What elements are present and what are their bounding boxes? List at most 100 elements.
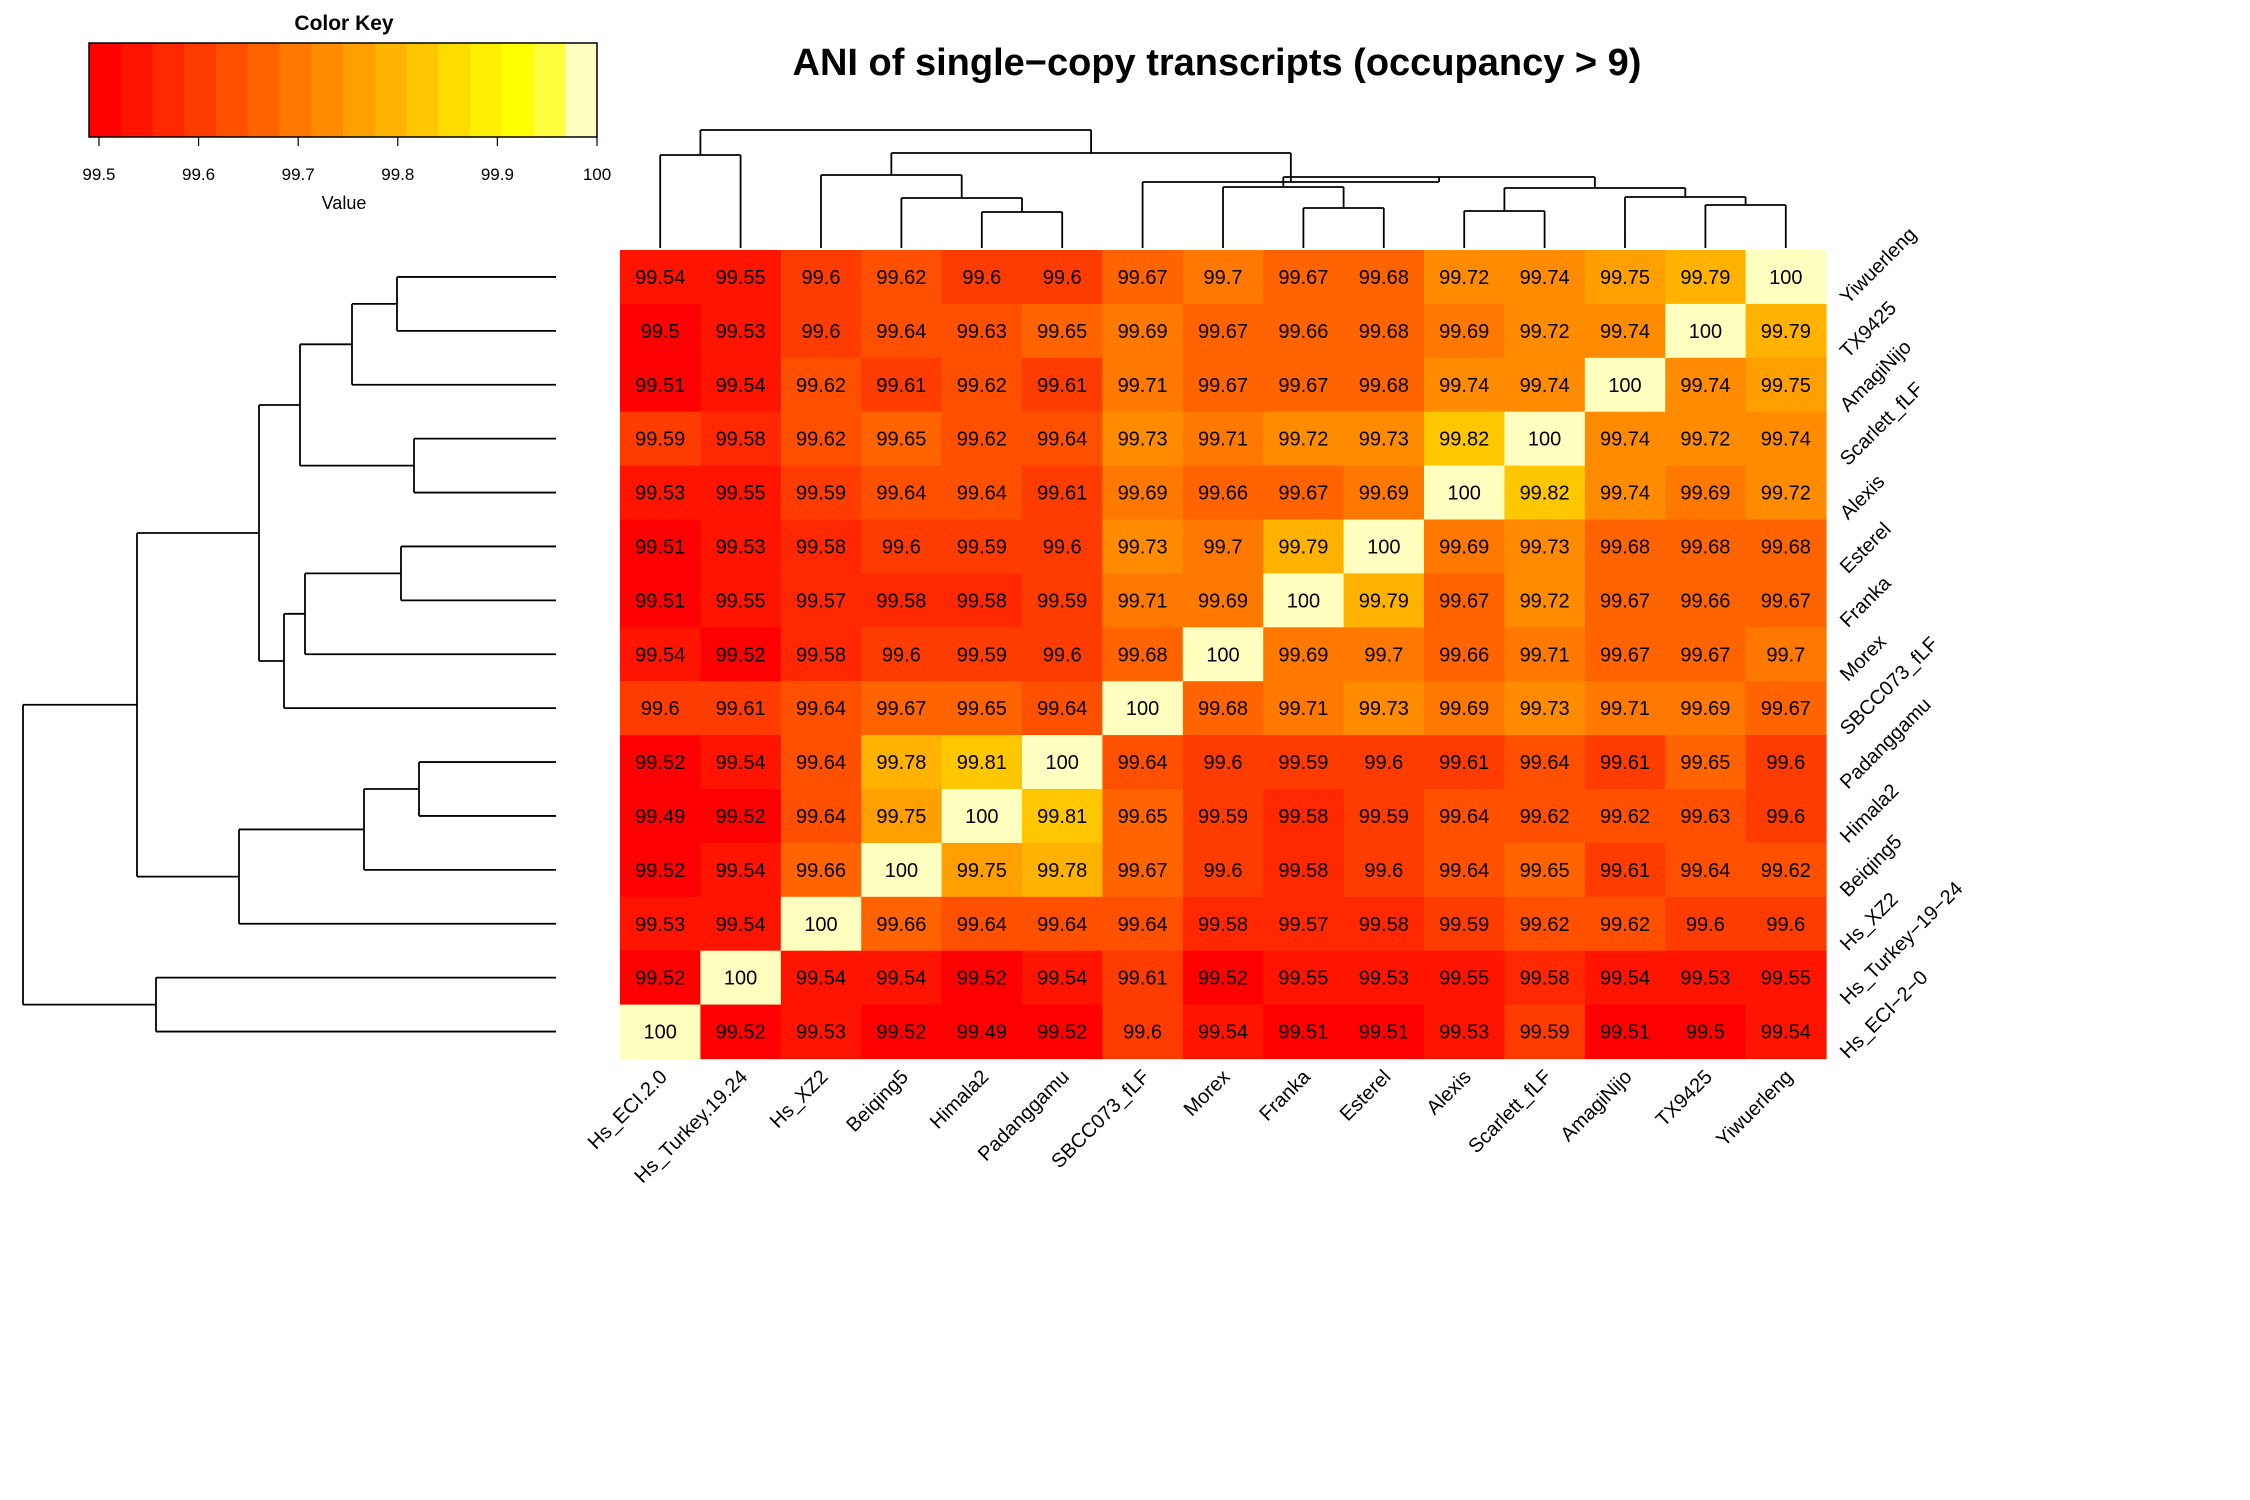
chart-title: ANI of single−copy transcripts (occupanc… (793, 42, 1642, 84)
cell-value-label: 99.69 (1680, 483, 1730, 505)
heatmap-cell (861, 681, 943, 736)
heatmap-cell (1584, 1004, 1666, 1060)
cell-value-label: 99.54 (1037, 968, 1087, 990)
heatmap-cell (620, 573, 701, 628)
heatmap-cell (700, 950, 782, 1006)
heatmap-cell (780, 465, 862, 521)
color-key-tick-label: 99.8 (381, 165, 414, 184)
cell-value-label: 99.66 (1198, 483, 1248, 505)
color-key-swatch (343, 43, 376, 137)
heatmap-cell (780, 519, 862, 574)
heatmap-cell (1263, 573, 1345, 628)
heatmap-cell (1584, 842, 1666, 898)
cell-value-label: 99.59 (1520, 1022, 1570, 1044)
heatmap-cell (1102, 842, 1184, 898)
cell-value-label: 100 (1689, 321, 1722, 343)
cell-value-label: 99.67 (876, 698, 926, 720)
heatmap-cell (700, 250, 782, 305)
cell-value-label: 99.68 (1761, 536, 1811, 558)
heatmap-cell (1102, 789, 1184, 844)
heatmap-cell (1665, 789, 1747, 844)
cell-value-label: 99.75 (957, 860, 1007, 882)
cell-value-label: 99.55 (1761, 968, 1811, 990)
color-key-frame (88, 42, 598, 138)
heatmap-cell (1343, 735, 1425, 790)
heatmap-cell (620, 1004, 701, 1060)
heatmap-cell (780, 250, 862, 305)
heatmap-cell (1504, 681, 1586, 736)
heatmap-cell (1022, 250, 1103, 305)
cell-value-label: 99.74 (1761, 429, 1811, 451)
heatmap-cell (861, 411, 943, 467)
heatmap-cell (941, 789, 1023, 844)
cell-value-label: 99.64 (1520, 752, 1570, 774)
heatmap-cell (1504, 842, 1586, 898)
cell-value-label: 99.69 (1680, 698, 1730, 720)
heatmap-cell (1504, 465, 1586, 521)
cell-value-label: 99.68 (1359, 375, 1409, 397)
cell-value-label: 99.58 (876, 590, 926, 612)
heatmap-cell (1343, 250, 1425, 305)
cell-value-label: 99.54 (716, 375, 766, 397)
heatmap-cell (861, 896, 943, 952)
cell-value-label: 99.62 (1761, 860, 1811, 882)
cell-value-label: 99.64 (796, 698, 846, 720)
cell-value-label: 99.64 (1037, 429, 1087, 451)
cell-value-label: 100 (644, 1022, 677, 1044)
heatmap-cell (1343, 681, 1425, 736)
cell-value-label: 99.65 (1520, 860, 1570, 882)
heatmap-cell (1745, 627, 1827, 682)
cell-value-label: 100 (1206, 644, 1239, 666)
cell-value-label: 99.54 (716, 914, 766, 936)
cell-value-label: 99.68 (1680, 536, 1730, 558)
heatmap-cell (941, 1004, 1023, 1060)
cell-value-label: 99.72 (1278, 429, 1328, 451)
color-key-swatch (247, 43, 280, 137)
heatmap-cell (1665, 896, 1747, 952)
cell-value-label: 99.69 (1439, 698, 1489, 720)
cell-value-label: 99.78 (876, 752, 926, 774)
heatmap-cell (1424, 1004, 1505, 1060)
cell-value-label: 99.75 (876, 806, 926, 828)
cell-value-label: 99.67 (1198, 375, 1248, 397)
cell-value-label: 99.74 (1520, 267, 1570, 289)
cell-value-label: 99.75 (1761, 375, 1811, 397)
heatmap-cell (780, 357, 862, 413)
color-key-swatch (216, 43, 249, 137)
cell-value-label: 99.82 (1520, 483, 1570, 505)
cell-value-label: 99.54 (716, 752, 766, 774)
color-key-swatch (311, 43, 344, 137)
cell-value-label: 99.6 (1364, 860, 1403, 882)
heatmap-cell (941, 465, 1023, 521)
cell-value-label: 99.65 (957, 698, 1007, 720)
heatmap-cell (1343, 519, 1425, 574)
column-label: Hs_XZ2 (766, 1066, 833, 1133)
color-key-tick-label: 99.5 (82, 165, 115, 184)
cell-value-label: 99.59 (635, 429, 685, 451)
heatmap-cell (941, 681, 1023, 736)
cell-value-label: 99.81 (957, 752, 1007, 774)
heatmap-cell (1182, 950, 1264, 1006)
heatmap-cell (1343, 303, 1425, 359)
cell-value-label: 99.62 (796, 429, 846, 451)
heatmap-cell (1182, 573, 1264, 628)
heatmap-cell (1182, 896, 1264, 952)
heatmap-cell (861, 842, 943, 898)
cell-value-label: 99.55 (716, 483, 766, 505)
color-key-swatch (438, 43, 471, 137)
cell-value-label: 99.6 (641, 698, 680, 720)
cell-value-label: 99.67 (1278, 483, 1328, 505)
cell-value-label: 99.67 (1118, 267, 1168, 289)
cell-value-label: 99.54 (1600, 968, 1650, 990)
cell-value-label: 99.6 (1043, 267, 1082, 289)
cell-value-label: 99.59 (1037, 590, 1087, 612)
cell-value-label: 99.6 (1204, 752, 1243, 774)
heatmap-cell (1182, 681, 1264, 736)
heatmap-cell (620, 896, 701, 952)
cell-value-label: 99.65 (876, 429, 926, 451)
cell-value-label: 99.69 (1278, 644, 1328, 666)
cell-value-label: 99.6 (1766, 806, 1805, 828)
heatmap-cell (780, 681, 862, 736)
cell-value-label: 99.59 (1439, 914, 1489, 936)
cell-value-label: 99.61 (1600, 860, 1650, 882)
